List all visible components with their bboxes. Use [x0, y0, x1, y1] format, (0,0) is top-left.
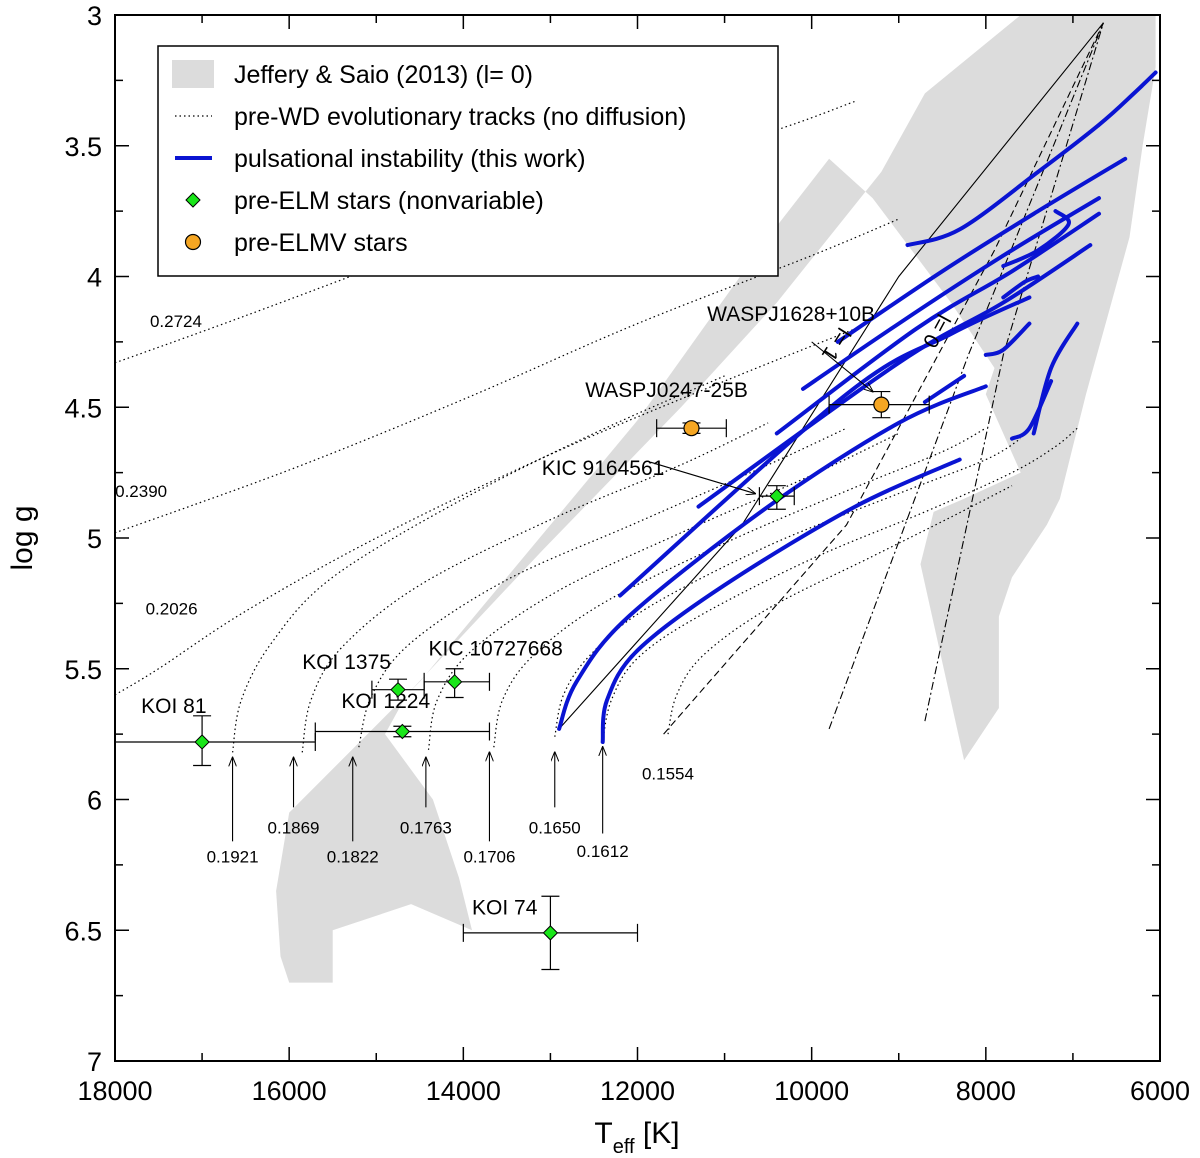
- y-tick-label: 7: [87, 1047, 102, 1077]
- star-point: KOI 1375: [302, 651, 425, 701]
- pulsation-segment: [557, 384, 988, 731]
- star-label: WASPJ0247-25B: [585, 379, 748, 402]
- legend-swatch-region: [172, 60, 214, 88]
- y-tick-label: 3.5: [64, 132, 102, 162]
- y-tick-label: 4.5: [64, 393, 102, 423]
- x-tick-label: 14000: [426, 1076, 501, 1106]
- star-label: KOI 1224: [341, 690, 430, 713]
- star-label: KIC 9164561: [542, 457, 665, 480]
- legend-label: pre-ELMV stars: [234, 229, 408, 257]
- instability-region: [276, 15, 1156, 983]
- track-label: 0.1554: [642, 764, 694, 783]
- x-tick-label: 6000: [1130, 1076, 1190, 1106]
- evolutionary-track: [358, 427, 847, 748]
- axis-ticks: 18000 16000 14000 12000 10000 8000 6000 3 3.5 4 4.…: [64, 1, 1190, 1106]
- x-axis-title: Teff [K]: [594, 1117, 679, 1158]
- x-axis-title-sub: eff: [613, 1136, 635, 1158]
- star-label: WASPJ1628+10B: [707, 303, 875, 326]
- legend-swatch-diamond: [185, 192, 201, 208]
- y-axis-title: log g: [6, 505, 39, 570]
- star-arrow: [811, 341, 873, 392]
- diamond-marker: [394, 723, 411, 740]
- diamond-marker: [769, 488, 785, 504]
- x-axis-title-unit: [K]: [635, 1117, 680, 1150]
- legend-label: pre-WD evolutionary tracks (no diffusion…: [234, 103, 687, 131]
- mass-arrow-label: 0.1706: [463, 847, 515, 866]
- pulsation-segment: [905, 70, 1158, 248]
- pulsation-segment: [922, 373, 967, 404]
- x-axis-title-main: T: [594, 1117, 612, 1150]
- star-label: KOI 81: [141, 695, 206, 718]
- star-point: KOI 74: [462, 895, 639, 971]
- mass-arrow-label: 0.1921: [207, 847, 259, 866]
- star-point: WASPJ1628+10B: [707, 303, 930, 419]
- diamond-marker: [542, 925, 559, 941]
- star-point: KIC 10727668: [423, 638, 563, 699]
- degree-line: [828, 22, 1104, 730]
- x-tick-label: 18000: [77, 1076, 152, 1106]
- evolutionary-track: [232, 375, 725, 753]
- diamond-marker: [194, 734, 210, 750]
- track-label: 0.2026: [146, 600, 198, 619]
- star-arrow: [650, 461, 756, 493]
- diamond-marker: [390, 681, 406, 698]
- mass-arrow-label: 0.1763: [400, 819, 452, 838]
- pulsation-segment: [1001, 209, 1071, 268]
- star-point: KIC 9164561: [542, 457, 795, 510]
- circle-marker: [683, 420, 700, 437]
- evolutionary-track: [667, 485, 1013, 735]
- mass-arrow-label: 0.1650: [529, 819, 581, 838]
- plot-area: [115, 15, 1158, 983]
- legend-box: [157, 45, 779, 277]
- mass-arrow-label: 0.1869: [268, 819, 320, 838]
- labels-layer: l= 1 l= 00.19210.18690.18220.17630.17060.…: [114, 303, 955, 971]
- pulsation-segment: [1031, 321, 1080, 436]
- x-tick-label: 12000: [600, 1076, 675, 1106]
- x-tick-label: 8000: [956, 1076, 1016, 1106]
- y-tick-label: 6: [87, 786, 102, 816]
- y-tick-label: 3: [87, 1, 102, 31]
- legend-label: Jeffery & Saio (2013) (l= 0): [234, 61, 533, 89]
- y-tick-label: 5.5: [64, 655, 102, 685]
- x-tick-label: 10000: [774, 1076, 849, 1106]
- pulsation-segment: [774, 211, 1101, 436]
- star-point: KOI 1224: [314, 690, 491, 741]
- legend-label: pre-ELM stars (nonvariable): [234, 187, 544, 215]
- pulsation-segment: [618, 295, 1032, 598]
- pulsation-segment: [983, 321, 1032, 357]
- star-label: KOI 74: [472, 897, 538, 920]
- track-label: 0.2390: [115, 482, 167, 501]
- star-label: KOI 1375: [302, 651, 391, 674]
- legend-label: pulsational instability (this work): [234, 145, 586, 173]
- mass-arrow-label: 0.1822: [327, 847, 379, 866]
- star-point: WASPJ0247-25B: [585, 379, 748, 438]
- evolutionary-track: [602, 427, 1078, 743]
- y-tick-label: 4: [87, 263, 102, 293]
- legend: Jeffery & Saio (2013) (l= 0) pre-WD evolu…: [157, 45, 779, 277]
- star-point: KOI 81: [114, 695, 316, 767]
- evolutionary-track: [493, 427, 987, 748]
- track-label: 0.2724: [150, 312, 202, 331]
- degree-line: [924, 22, 1104, 722]
- y-tick-label: 5: [87, 524, 102, 554]
- pulsation-segment: [835, 156, 1128, 344]
- pulsation-segment: [1010, 379, 1054, 441]
- degree-line: [663, 22, 1104, 735]
- pulsation-segment: [801, 196, 1101, 391]
- y-tick-label: 6.5: [64, 916, 102, 946]
- pulsation-segment: [600, 457, 962, 744]
- diamond-marker: [446, 674, 463, 690]
- legend-swatch-circle: [184, 233, 202, 251]
- mass-arrow-label: 0.1612: [577, 842, 629, 861]
- pulsation-segment: [1001, 274, 1041, 300]
- star-label: KIC 10727668: [429, 638, 563, 661]
- x-tick-label: 16000: [252, 1076, 327, 1106]
- circle-marker: [873, 396, 890, 413]
